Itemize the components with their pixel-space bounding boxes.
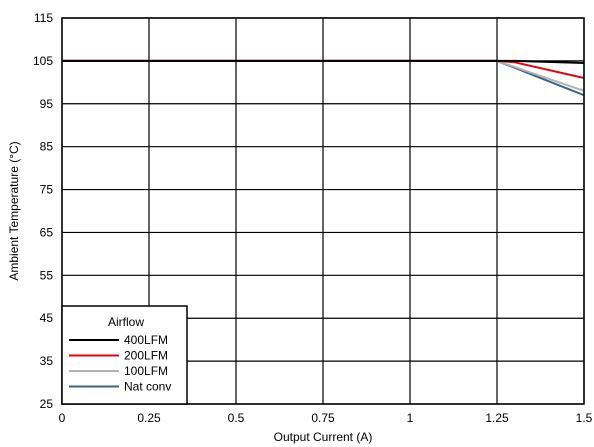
x-tick-label: 0.75 — [311, 411, 335, 425]
y-tick-label: 105 — [33, 54, 53, 68]
x-tick-label: 0 — [59, 411, 66, 425]
legend-label: 200LFM — [124, 349, 168, 363]
y-axis-label: Ambient Temperature (°C) — [7, 141, 21, 280]
tick-labels: 0 0.25 0.5 0.75 1 1.25 1.5 25 35 45 55 65 75 85 95 105 1… — [33, 11, 593, 425]
x-tick-label: 1.25 — [485, 411, 509, 425]
series-lines — [62, 59, 585, 97]
x-tick-label: 1.5 — [576, 411, 593, 425]
series-line-400lfm — [62, 59, 585, 64]
legend-label: 100LFM — [124, 364, 168, 378]
legend-label: Nat conv — [124, 380, 171, 394]
x-tick-label: 1 — [407, 411, 414, 425]
y-tick-label: 115 — [34, 11, 53, 25]
legend-label: 400LFM — [124, 333, 168, 347]
y-tick-label: 45 — [40, 311, 54, 325]
y-tick-label: 85 — [40, 140, 54, 154]
x-tick-label: 0.25 — [137, 411, 161, 425]
plot-border — [61, 17, 585, 405]
y-tick-label: 95 — [40, 97, 54, 111]
x-axis-label: Output Current (A) — [274, 430, 373, 444]
y-tick-label: 75 — [40, 183, 54, 197]
y-tick-label: 25 — [40, 397, 54, 411]
x-tick-label: 0.5 — [228, 411, 245, 425]
legend-title: Airflow — [108, 315, 144, 329]
y-tick-label: 35 — [40, 354, 54, 368]
y-tick-label: 55 — [40, 268, 54, 282]
y-tick-label: 65 — [40, 225, 54, 239]
